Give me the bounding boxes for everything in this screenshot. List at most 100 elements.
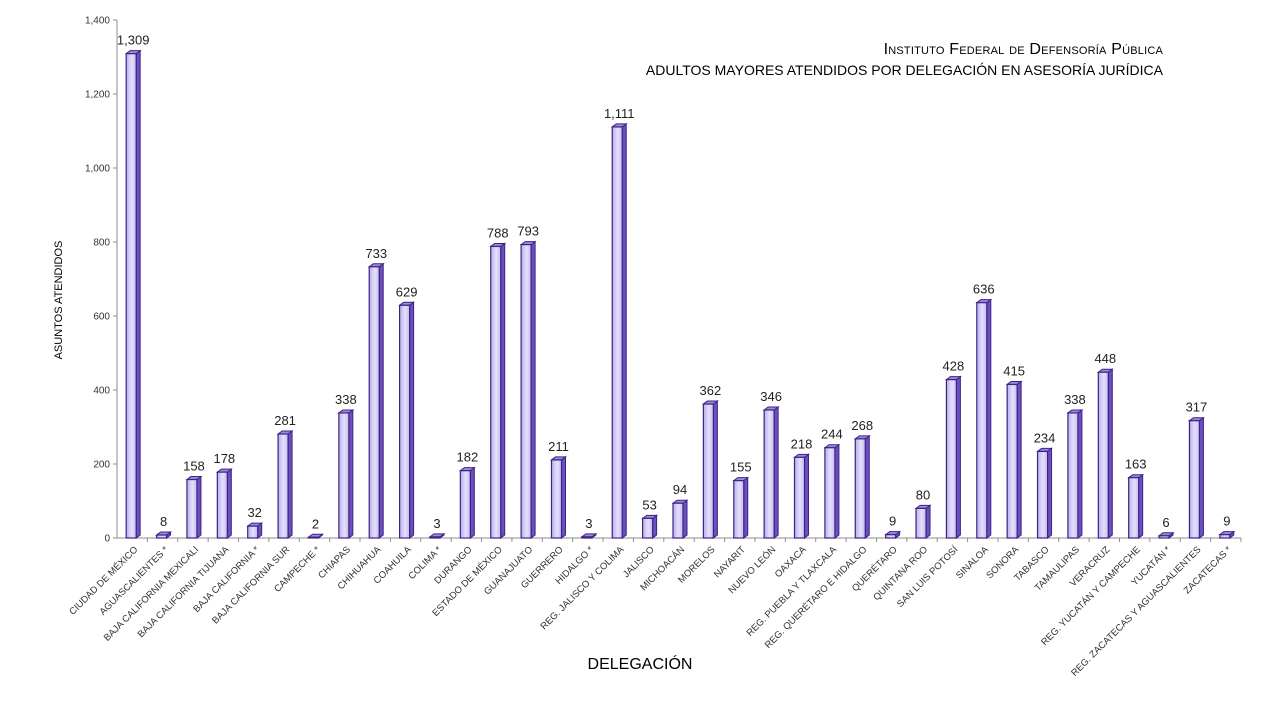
value-label: 3 <box>585 516 592 531</box>
bar-front <box>1097 371 1109 539</box>
bar <box>1218 530 1236 539</box>
bar-front <box>459 470 471 539</box>
bar-front <box>368 266 380 539</box>
bar <box>458 466 476 539</box>
value-label: 6 <box>1162 515 1169 530</box>
bar-front <box>277 433 289 539</box>
value-label: 448 <box>1094 351 1116 366</box>
value-label: 415 <box>1003 363 1025 378</box>
bar <box>914 504 932 539</box>
value-label: 629 <box>396 284 418 299</box>
bar <box>701 400 719 539</box>
y-tick-label: 600 <box>93 312 110 323</box>
y-axis-label: ASUNTOS ATENDIDOS <box>53 240 65 360</box>
bar <box>853 434 871 539</box>
bar-front <box>125 53 137 539</box>
bar <box>793 453 811 539</box>
value-label: 428 <box>943 359 965 374</box>
value-label: 2 <box>312 516 319 531</box>
bar-front <box>793 456 806 539</box>
bar <box>185 475 203 539</box>
bar <box>428 532 446 539</box>
y-tick-label: 800 <box>93 238 110 249</box>
bar <box>944 375 962 539</box>
bar-front <box>885 534 897 539</box>
y-tick-label: 1,000 <box>85 164 110 175</box>
value-label: 32 <box>247 505 261 520</box>
bar-front <box>247 525 259 539</box>
bar <box>519 240 537 539</box>
bar-side <box>378 262 384 539</box>
bar-front <box>429 536 441 539</box>
y-tick-label: 1,200 <box>85 90 110 101</box>
bar-side <box>226 468 232 539</box>
bar-front <box>976 302 988 539</box>
value-label: 234 <box>1034 430 1056 445</box>
bar-front <box>642 517 654 539</box>
bar <box>1036 447 1054 539</box>
bar-front <box>216 471 228 539</box>
value-label: 182 <box>456 450 478 465</box>
value-label: 636 <box>973 282 995 297</box>
value-label: 155 <box>730 460 752 475</box>
bar-front <box>1006 383 1018 539</box>
value-label: 788 <box>487 225 509 240</box>
bar <box>762 405 780 539</box>
bar-front <box>672 502 684 539</box>
bar-front <box>1128 477 1140 539</box>
bar <box>246 522 264 539</box>
value-label: 1,309 <box>117 33 150 48</box>
value-label: 218 <box>791 436 813 451</box>
bar <box>549 455 567 539</box>
bar <box>276 430 294 539</box>
bar <box>398 301 416 539</box>
y-tick-label: 200 <box>93 460 110 471</box>
value-label: 211 <box>548 439 569 454</box>
bar-side <box>469 466 475 539</box>
bar-front <box>186 478 198 539</box>
bar-front <box>1158 535 1170 539</box>
value-label: 244 <box>821 427 843 442</box>
value-label: 346 <box>760 389 782 404</box>
bar-front <box>1067 412 1079 539</box>
value-label: 1,111 <box>604 106 635 121</box>
bar <box>1157 531 1175 539</box>
value-label: 94 <box>673 482 687 497</box>
value-label: 163 <box>1125 457 1147 472</box>
bar <box>823 443 841 539</box>
y-tick-labels: 0 200 400 600 800 1,000 1,200 1,400 <box>85 16 110 545</box>
bars <box>124 49 1236 539</box>
bar-front <box>307 536 320 539</box>
bar-front <box>611 126 623 539</box>
bar <box>367 262 385 539</box>
bar-front <box>338 412 350 539</box>
title-block: Instituto Federal de Defensoría Pública … <box>646 40 1163 80</box>
bar <box>580 532 598 539</box>
bar-front <box>581 536 593 539</box>
value-label: 178 <box>213 451 235 466</box>
bar-side <box>500 242 506 539</box>
bar-front <box>854 438 866 539</box>
bar <box>732 476 750 539</box>
bar-front <box>824 447 836 539</box>
bar-side <box>196 475 202 539</box>
bar <box>337 408 355 539</box>
bar-side <box>409 301 415 539</box>
value-label: 268 <box>851 418 873 433</box>
bar-front <box>945 379 958 539</box>
chart-subtitle: ADULTOS MAYORES ATENDIDOS POR DELEGACIÓN… <box>645 62 1163 78</box>
bar <box>975 298 993 539</box>
value-label: 338 <box>335 392 357 407</box>
x-axis-label: DELEGACIÓN <box>587 656 693 673</box>
value-label: 53 <box>642 497 656 512</box>
y-tick-label: 0 <box>104 534 110 545</box>
value-label: 793 <box>517 224 539 239</box>
bar-front <box>520 243 532 539</box>
bar <box>641 514 659 539</box>
value-label: 317 <box>1186 400 1208 415</box>
bar-front <box>763 409 775 539</box>
bar <box>306 533 324 539</box>
bar-side <box>348 408 354 539</box>
bar-front <box>733 480 745 539</box>
